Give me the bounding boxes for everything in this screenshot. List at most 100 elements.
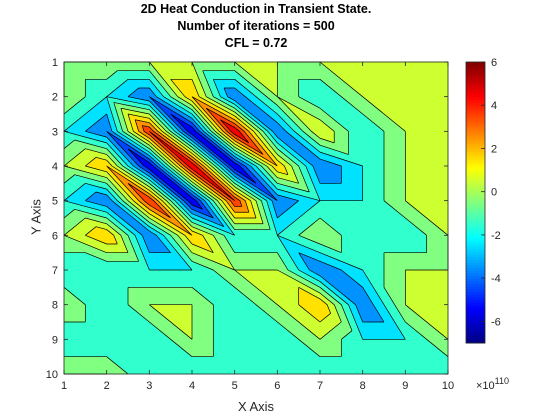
colorbar-swatch [466,205,485,209]
colorbar-tick-label: 6 [491,57,497,69]
y-tick-label: 2 [52,92,58,104]
colorbar-swatch [466,124,485,128]
x-tick-label: 5 [232,380,238,392]
colorbar-swatch [466,315,485,320]
x-tick-label: 4 [189,380,195,392]
contour-line--2 [63,78,406,340]
colorbar-swatch [466,72,485,77]
colorbar-swatch [466,329,485,333]
colorbar-swatch [466,180,485,185]
colorbar-exponent-label: ×10110 [476,376,509,392]
colorbar-swatch [466,324,485,328]
y-tick-label: 8 [52,300,58,312]
colorbar-swatch [466,143,485,147]
colorbar-swatch [466,64,485,68]
colorbar-swatch [466,288,485,293]
title-line-1: 2D Heat Conduction in Transient State. [140,2,372,16]
colorbar-swatch [466,229,485,233]
contour-line--4 [106,96,278,219]
colorbar-swatch [466,280,485,285]
colorbar-swatch [466,340,485,344]
colorbar-swatch [466,243,485,247]
colorbar-swatch [466,272,485,276]
y-tick-label: 1 [52,57,58,69]
contour-line-3 [127,107,264,219]
colorbar-swatch [466,151,485,155]
y-tick-label: 9 [52,334,58,346]
colorbar-swatch [466,332,485,336]
colorbar-tick-label: 2 [491,143,497,155]
contour-line--3 [85,87,385,323]
colorbar-swatch [466,145,485,149]
colorbar-tick-label: 4 [491,100,497,112]
x-tick-label: 3 [146,380,152,392]
colorbar-swatch [466,121,485,125]
colorbar-swatch [466,118,485,122]
colorbar-swatch [466,283,485,287]
colorbar-swatch [466,197,485,201]
colorbar-swatch [466,226,485,231]
colorbar-swatch [466,129,485,133]
x-tick-label: 8 [360,380,366,392]
title-line-2: Number of iterations = 500 [177,19,335,33]
colorbar-swatch [466,224,485,228]
colorbar-swatch [466,245,485,249]
colorbar-swatch [466,148,485,152]
colorbar-swatch [466,105,485,109]
colorbar-swatch [466,194,485,198]
colorbar-tick-label: -6 [491,316,501,328]
contour-line--1 [63,70,449,375]
colorbar-swatch [466,153,485,158]
colorbar-swatch [466,99,485,104]
colorbar-swatch [466,107,485,112]
x-tick-label: 9 [402,380,408,392]
colorbar-swatch [466,321,485,325]
y-tick-label: 7 [52,265,58,277]
colorbar-swatch [466,334,485,339]
colorbar-swatch [466,251,485,255]
colorbar-swatch [466,161,485,166]
colorbar-swatch [466,134,485,139]
colorbar-swatch [466,102,485,106]
colorbar-swatch [466,216,485,220]
colorbar-swatch [466,221,485,225]
colorbar: -6 -4 -2 0 2 4 6 ×10110 [465,57,509,392]
y-tick-label: 10 [46,369,58,381]
x-tick-label: 6 [274,380,280,392]
colorbar-swatch [466,191,485,195]
colorbar-swatch [466,240,485,244]
axes-box [63,61,449,375]
colorbar-swatch [466,207,485,212]
colorbar-swatch [466,186,485,190]
colorbar-swatch [466,91,485,95]
colorbar-swatch [466,264,485,268]
colorbar-swatch [466,267,485,271]
colorbar-swatch [466,183,485,187]
colorbar-swatch [466,275,485,279]
colorbar-swatch [466,302,485,306]
colorbar-swatch [466,248,485,252]
colorbar-swatch [466,80,485,85]
colorbar-swatch [466,259,485,263]
colorbar-swatch [466,337,485,341]
colorbar-swatch [466,326,485,330]
colorbar-swatch [466,253,485,258]
colorbar-swatch [466,172,485,176]
colorbar-swatch [466,305,485,309]
colorbar-tick-label: -4 [491,273,501,285]
colorbar-swatch [466,86,485,90]
y-tick-label: 4 [52,161,58,173]
x-tick-label: 10 [442,380,454,392]
colorbar-swatch [466,83,485,87]
title-line-3: CFL = 0.72 [224,36,288,50]
colorbar-swatch [466,132,485,136]
colorbar-swatch [466,307,485,312]
colorbar-swatch [466,137,485,141]
x-tick-label: 1 [61,380,67,392]
colorbar-swatch [466,294,485,298]
colorbar-swatch [466,70,485,74]
x-tick-label: 2 [104,380,110,392]
colorbar-tick-label: 0 [491,187,497,199]
